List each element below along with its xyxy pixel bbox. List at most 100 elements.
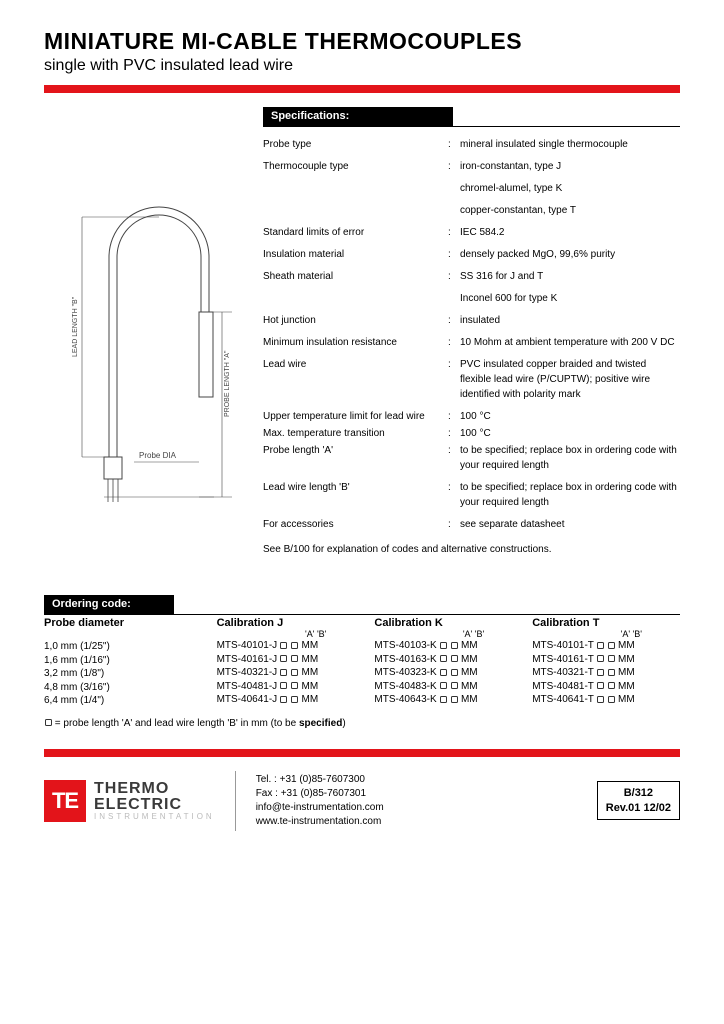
logo-sub: INSTRUMENTATION (94, 813, 215, 821)
probe-diameter-head: Probe diameter (44, 617, 207, 629)
spec-row: copper-constantan, type T (263, 203, 680, 218)
doc-code: B/312 (606, 786, 671, 800)
cal-j-head: Calibration J (217, 617, 365, 629)
spec-value: Inconel 600 for type K (460, 291, 680, 306)
cal-k-head: Calibration K (374, 617, 522, 629)
spec-row: Probe type:mineral insulated single ther… (263, 137, 680, 152)
page-subtitle: single with PVC insulated lead wire (44, 57, 680, 75)
spec-label: Upper temperature limit for lead wire (263, 409, 448, 424)
tel: Tel. : +31 (0)85-7607300 (256, 773, 384, 787)
spec-value: SS 316 for J and T (460, 269, 680, 284)
colon: : (448, 313, 460, 328)
ordering-code-row: MTS-40481-J MM (217, 680, 365, 694)
spec-label: Hot junction (263, 313, 448, 328)
spec-value: to be specified; replace box in ordering… (460, 443, 680, 473)
colon (448, 291, 460, 306)
colon: : (448, 137, 460, 152)
ordering-code-row: MTS-40643-K MM (374, 693, 522, 707)
diameter-row: 6,4 mm (1/4") (44, 694, 207, 708)
specifications-column: Specifications: Probe type:mineral insul… (263, 107, 680, 555)
doc-ref: B/312 Rev.01 12/02 (597, 781, 680, 820)
probe-length-label: PROBE LENGTH "A" (224, 350, 231, 417)
spec-note: See B/100 for explanation of codes and a… (263, 544, 680, 555)
spec-row: Minimum insulation resistance:10 Mohm at… (263, 335, 680, 350)
doc-rev: Rev.01 12/02 (606, 801, 671, 815)
ordering-section: Ordering code: Probe diameter 1,0 mm (1/… (44, 595, 680, 729)
colon: : (448, 443, 460, 473)
spec-row: Lead wire:PVC insulated copper braided a… (263, 357, 680, 402)
logo-line1: THERMO (94, 781, 215, 797)
spec-row: chromel-alumel, type K (263, 181, 680, 196)
spec-label: Lead wire length 'B' (263, 480, 448, 510)
probe-dia-label: Probe DIA (139, 451, 177, 460)
colon: : (448, 247, 460, 262)
diameter-row: 3,2 mm (1/8") (44, 667, 207, 681)
spec-label: Thermocouple type (263, 159, 448, 174)
spec-row: Probe length 'A':to be specified; replac… (263, 443, 680, 473)
colon: : (448, 357, 460, 402)
spec-label: Lead wire (263, 357, 448, 402)
colon: : (448, 225, 460, 240)
ordering-code-row: MTS-40163-K MM (374, 653, 522, 667)
colon (448, 203, 460, 218)
fax: Fax : +31 (0)85-7607301 (256, 787, 384, 801)
spec-label: Max. temperature transition (263, 426, 448, 441)
diameter-row: 1,6 mm (1/16") (44, 654, 207, 668)
spec-value: chromel-alumel, type K (460, 181, 680, 196)
colon: : (448, 480, 460, 510)
spec-label (263, 181, 448, 196)
spec-row: Upper temperature limit for lead wire:10… (263, 409, 680, 424)
ordering-code-row: MTS-40323-K MM (374, 666, 522, 680)
spec-label: For accessories (263, 517, 448, 532)
divider (235, 771, 236, 831)
spec-row: Hot junction:insulated (263, 313, 680, 328)
spec-value: to be specified; replace box in ordering… (460, 480, 680, 510)
ordering-code-row: MTS-40161-T MM (532, 653, 680, 667)
ordering-code-row: MTS-40103-K MM (374, 639, 522, 653)
spec-label (263, 203, 448, 218)
colon (448, 181, 460, 196)
spec-label: Probe type (263, 137, 448, 152)
ab-label: 'A' 'B' (374, 629, 522, 639)
divider (44, 85, 680, 93)
ab-label: 'A' 'B' (532, 629, 680, 639)
colon: : (448, 269, 460, 284)
colon: : (448, 426, 460, 441)
diagram-column: PROBE LENGTH "A" LEAD LENGTH "B" Probe D… (44, 107, 249, 555)
spec-label: Probe length 'A' (263, 443, 448, 473)
logo: TE THERMO ELECTRIC INSTRUMENTATION (44, 780, 215, 822)
colon: : (448, 517, 460, 532)
spec-row: Insulation material:densely packed MgO, … (263, 247, 680, 262)
spec-value: 10 Mohm at ambient temperature with 200 … (460, 335, 680, 350)
colon: : (448, 159, 460, 174)
spec-label: Minimum insulation resistance (263, 335, 448, 350)
spec-value: 100 °C (460, 426, 680, 441)
ordering-code-row: MTS-40101-J MM (217, 639, 365, 653)
spec-label: Sheath material (263, 269, 448, 284)
divider (263, 126, 680, 127)
footer: TE THERMO ELECTRIC INSTRUMENTATION Tel. … (44, 757, 680, 831)
spec-value: IEC 584.2 (460, 225, 680, 240)
spec-heading: Specifications: (263, 107, 453, 126)
spec-value: densely packed MgO, 99,6% purity (460, 247, 680, 262)
logo-line2: ELECTRIC (94, 797, 215, 813)
spec-value: PVC insulated copper braided and twisted… (460, 357, 680, 402)
ab-label: 'A' 'B' (217, 629, 365, 639)
spec-value: 100 °C (460, 409, 680, 424)
spec-label: Standard limits of error (263, 225, 448, 240)
spec-row: Max. temperature transition:100 °C (263, 426, 680, 441)
spec-value: insulated (460, 313, 680, 328)
ordering-footnote: = probe length 'A' and lead wire length … (44, 718, 680, 729)
contact-block: Tel. : +31 (0)85-7607300 Fax : +31 (0)85… (256, 773, 384, 829)
ordering-code-row: MTS-40641-J MM (217, 693, 365, 707)
divider (44, 614, 680, 615)
lead-length-label: LEAD LENGTH "B" (72, 296, 79, 357)
spec-row: Inconel 600 for type K (263, 291, 680, 306)
logo-mark: TE (44, 780, 86, 822)
spec-value: iron-constantan, type J (460, 159, 680, 174)
web: www.te-instrumentation.com (256, 815, 384, 829)
ordering-code-row: MTS-40483-K MM (374, 680, 522, 694)
diameter-row: 1,0 mm (1/25") (44, 640, 207, 654)
diameter-row: 4,8 mm (3/16") (44, 681, 207, 695)
ordering-code-row: MTS-40481-T MM (532, 680, 680, 694)
